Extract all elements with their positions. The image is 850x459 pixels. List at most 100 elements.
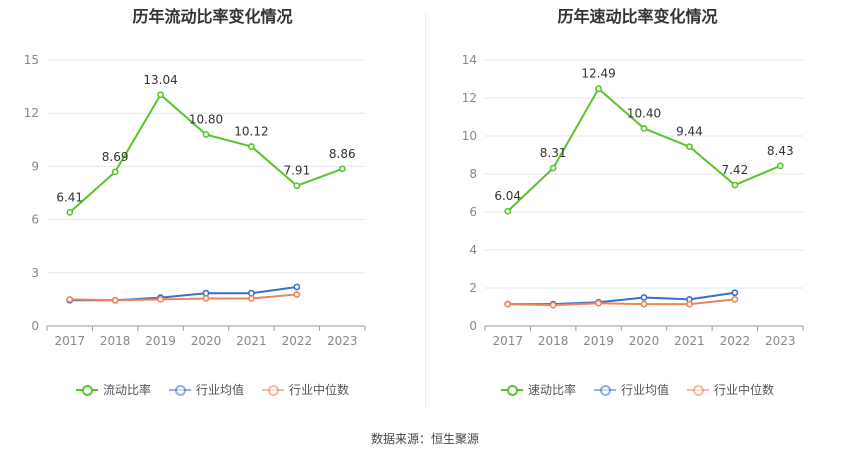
y-tick-label: 14 (462, 53, 477, 67)
data-point[interactable] (202, 295, 210, 302)
y-tick-label: 15 (24, 53, 39, 67)
x-tick-label: 2020 (191, 334, 222, 348)
legend: 流动比率 行业均值 行业中位数 (0, 381, 425, 398)
legend-item[interactable]: 行业中位数 (262, 381, 349, 398)
data-point[interactable] (549, 301, 557, 309)
legend-item[interactable]: 速动比率 (500, 381, 576, 398)
data-point[interactable] (595, 299, 602, 307)
x-tick-label: 2020 (629, 334, 660, 348)
source-note: 数据来源：恒生聚源 (370, 432, 479, 446)
chart-title: 历年流动比率变化情况 (132, 7, 293, 26)
data-point[interactable] (293, 182, 301, 190)
series-line (69, 293, 297, 302)
x-tick-label: 2017 (492, 334, 523, 348)
y-tick-label: 12 (24, 106, 39, 120)
data-point[interactable] (549, 164, 557, 172)
data-point[interactable] (202, 131, 210, 138)
x-tick-label: 2018 (100, 334, 131, 348)
x-tick-label: 2022 (282, 334, 313, 348)
legend-swatch (75, 384, 98, 396)
data-point[interactable] (595, 85, 602, 93)
data-point[interactable] (293, 283, 301, 291)
y-tick-label: 3 (31, 266, 39, 280)
data-point[interactable] (293, 291, 301, 298)
legend-label: 行业中位数 (289, 383, 350, 397)
data-point[interactable] (202, 289, 210, 297)
x-tick-label: 2017 (54, 334, 85, 348)
legend: 速动比率 行业均值 行业中位数 (425, 381, 850, 398)
x-tick-label: 2018 (538, 334, 569, 348)
data-point[interactable] (66, 295, 74, 303)
data-point[interactable] (66, 208, 74, 216)
data-label: 6.41 (56, 190, 83, 204)
data-label: 13.04 (143, 73, 177, 87)
quick-ratio-panel: 历年速动比率变化情况 0 2 4 6 8 10 12 14 2017 2018 2019 2020 20… (425, 0, 850, 420)
data-point[interactable] (111, 296, 119, 304)
data-point[interactable] (640, 124, 648, 132)
legend-swatch (168, 384, 191, 396)
x-tick-label: 2022 (720, 334, 751, 348)
y-tick-label: 0 (31, 319, 39, 333)
data-label: 10.12 (234, 125, 268, 139)
y-tick-label: 0 (469, 319, 477, 333)
y-tick-label: 8 (469, 167, 477, 181)
current-ratio-panel: 历年流动比率变化情况 0 3 6 9 12 15 2017 2018 2019 2020 2021 2… (0, 0, 425, 420)
legend-swatch (500, 384, 523, 396)
legend-label: 速动比率 (527, 383, 576, 397)
data-point[interactable] (504, 300, 512, 308)
data-point[interactable] (248, 289, 255, 297)
x-tick-label: 2021 (674, 334, 705, 348)
data-label: 7.91 (283, 164, 310, 178)
y-tick-label: 9 (31, 159, 39, 173)
y-tick-label: 10 (462, 129, 477, 143)
panel-divider (425, 12, 426, 407)
data-label: 10.40 (627, 106, 661, 120)
data-point[interactable] (111, 168, 119, 176)
y-tick-label: 2 (469, 281, 477, 295)
chart-title: 历年速动比率变化情况 (557, 7, 718, 26)
data-label: 8.31 (540, 146, 567, 160)
data-point[interactable] (248, 295, 255, 302)
legend-item[interactable]: 行业均值 (593, 381, 669, 398)
data-label: 8.43 (767, 144, 794, 158)
legend-swatch (687, 384, 709, 396)
x-tick-label: 2019 (145, 334, 176, 348)
data-point[interactable] (731, 295, 739, 303)
y-tick-label: 4 (469, 243, 477, 257)
data-label: 12.49 (581, 67, 615, 81)
legend-swatch (593, 384, 616, 396)
legend-swatch (262, 384, 284, 396)
data-label: 9.44 (676, 125, 703, 139)
x-tick-label: 2021 (236, 334, 267, 348)
legend-label: 行业均值 (620, 383, 669, 397)
legend-label: 行业中位数 (714, 383, 775, 397)
legend-item[interactable]: 流动比率 (75, 381, 151, 398)
data-point[interactable] (338, 165, 346, 173)
data-point[interactable] (157, 91, 164, 99)
data-label: 7.42 (721, 163, 748, 177)
legend-item[interactable]: 行业中位数 (687, 381, 774, 398)
data-point[interactable] (640, 300, 648, 308)
legend-item[interactable]: 行业均值 (168, 381, 244, 398)
data-point[interactable] (686, 300, 693, 308)
current-ratio-chart: 0 3 6 9 12 15 2017 2018 2019 2020 2021 2022 2023 6.41… (24, 53, 366, 348)
data-point[interactable] (157, 295, 164, 303)
data-point[interactable] (504, 207, 512, 215)
y-tick-label: 6 (469, 205, 477, 219)
data-point[interactable] (776, 162, 784, 170)
data-label: 8.69 (102, 150, 129, 164)
data-point[interactable] (640, 294, 648, 301)
y-tick-label: 6 (31, 213, 39, 227)
x-tick-label: 2023 (765, 334, 796, 348)
y-tick-label: 12 (462, 91, 477, 105)
data-point[interactable] (248, 143, 255, 150)
data-point[interactable] (731, 289, 739, 297)
x-tick-label: 2023 (327, 334, 358, 348)
quick-ratio-chart: 0 2 4 6 8 10 12 14 2017 2018 2019 2020 2021 2022 2023 6… (462, 53, 804, 348)
series-line (507, 298, 735, 307)
data-label: 8.86 (329, 147, 356, 161)
x-tick-label: 2019 (583, 334, 614, 348)
data-point[interactable] (731, 181, 739, 189)
legend-label: 行业均值 (195, 383, 244, 397)
data-point[interactable] (686, 143, 693, 151)
